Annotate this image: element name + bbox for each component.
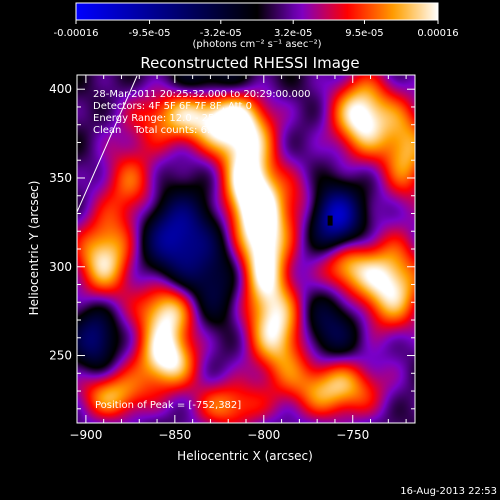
y-tick-label: 250 <box>49 349 72 363</box>
x-tick-label: −850 <box>158 428 191 442</box>
solar-limb-line <box>76 75 138 213</box>
colorbar-gradient <box>75 2 439 21</box>
colorbar-tick-label: 3.2e-05 <box>274 28 312 39</box>
peak-marker <box>327 215 333 226</box>
colorbar-tick-label: -0.00016 <box>54 28 99 39</box>
peak-position-label: Position of Peak = [-752,382] <box>95 400 241 411</box>
y-tick-label: 350 <box>49 171 72 185</box>
y-axis-label: Heliocentric Y (arcsec) <box>27 181 41 316</box>
info-line-detectors: Detectors: 4F 5F 6F 7F 8F, Att 0 <box>93 101 252 112</box>
info-line-energy: Energy Range: 12.0 - 25.0 keV <box>93 113 246 124</box>
info-line-time: 28-Mar-2011 20:25:32.000 to 20:29:00.000 <box>93 89 311 100</box>
colorbar-tick-label: 9.5e-05 <box>345 28 383 39</box>
x-axis-ticks: −900 −850 −800 −750 <box>69 75 407 442</box>
colorbar-units-label: (photons cm⁻² s⁻¹ asec⁻²) <box>192 39 321 50</box>
colorbar-ticks: -0.00016 -9.5e-05 -3.2e-05 3.2e-05 9.5e-05 0.… <box>54 20 459 39</box>
x-tick-label: −750 <box>336 428 369 442</box>
x-axis-label: Heliocentric X (arcsec) <box>177 449 313 463</box>
colorbar: -0.00016 -9.5e-05 -3.2e-05 3.2e-05 9.5e-05 0.… <box>54 2 459 50</box>
y-tick-label: 300 <box>49 260 72 274</box>
info-line-counts: Clean Total counts: 6.32E+03 <box>93 125 250 136</box>
colorbar-tick-label: -9.5e-05 <box>129 28 171 39</box>
x-tick-label: −900 <box>69 428 102 442</box>
colorbar-tick-label: 0.00016 <box>417 28 458 39</box>
x-tick-label: −800 <box>247 428 280 442</box>
y-axis-ticks: 250 300 350 400 <box>49 82 415 410</box>
colorbar-tick-label: -3.2e-05 <box>200 28 242 39</box>
y-tick-label: 400 <box>49 82 72 96</box>
heatmap-image <box>77 75 415 423</box>
observation-info: 28-Mar-2011 20:25:32.000 to 20:29:00.000… <box>93 89 311 411</box>
footer-timestamp: 16-Aug-2013 22:53 <box>400 486 497 497</box>
chart-title: Reconstructed RHESSI Image <box>140 54 359 72</box>
